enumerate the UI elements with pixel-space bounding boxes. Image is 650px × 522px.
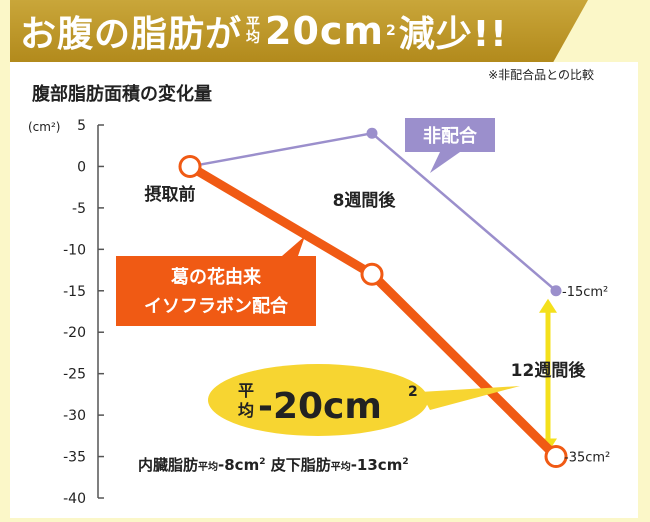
y-tick-label: -5 xyxy=(72,201,86,217)
breakdown-part: 平均 xyxy=(331,460,351,473)
breakdown-part: 内臓脂肪 xyxy=(138,456,198,474)
data-point-kudzu xyxy=(360,262,384,286)
data-point-non-formulated xyxy=(550,285,562,297)
chart-panel xyxy=(10,62,638,518)
breakdown-part: -13cm xyxy=(351,456,403,474)
data-point-kudzu xyxy=(178,154,202,178)
average-bubble-pointer xyxy=(420,386,520,410)
breakdown-part: -8cm xyxy=(218,456,259,474)
legend-label-kudzu-line1: 葛の花由来 xyxy=(170,266,262,288)
end-label-non-formulated: -15cm² xyxy=(562,285,608,300)
breakdown-part: 2 xyxy=(402,457,408,467)
y-tick-label: 0 xyxy=(77,159,86,175)
breakdown-part: 2 xyxy=(259,457,265,467)
x-label-12weeks: 12週間後 xyxy=(511,360,587,381)
headline-part1: お腹の脂肪が xyxy=(20,14,243,55)
y-tick-label: -35 xyxy=(63,450,86,466)
average-label-top: 平 xyxy=(238,381,254,400)
average-label-bottom: 均 xyxy=(238,401,254,420)
legend-callout-kudzu xyxy=(116,236,316,326)
y-tick-label: -20 xyxy=(63,325,86,341)
headline-part2: 減少!! xyxy=(398,14,508,55)
legend-label-kudzu-line2: イソフラボン配合 xyxy=(144,295,289,317)
y-tick-label: -10 xyxy=(63,242,86,258)
y-tick-label: -40 xyxy=(63,491,86,507)
end-label-kudzu: -35cm² xyxy=(564,451,610,466)
headline: お腹の脂肪が 平 均 20cm 2 減少!! xyxy=(20,6,508,56)
x-label-8weeks: 8週間後 xyxy=(333,190,397,211)
headline-value: 20cm xyxy=(265,9,385,53)
breakdown-part: 平均 xyxy=(198,460,218,473)
y-tick-label: -15 xyxy=(63,284,86,300)
y-tick-label: 5 xyxy=(77,118,86,134)
y-tick-label: -25 xyxy=(63,367,86,383)
y-axis-label: (cm²) xyxy=(28,120,60,134)
breakdown-text: 内臓脂肪平均-8cm2 皮下脂肪平均-13cm2 xyxy=(138,456,409,474)
average-sup: 2 xyxy=(408,384,418,400)
breakdown-part: 皮下脂肪 xyxy=(265,456,330,474)
headline-avg: 平 均 xyxy=(246,16,262,46)
headline-sup: 2 xyxy=(386,23,397,39)
legend-callout-non-formulated xyxy=(405,118,495,173)
chart-title: 腹部脂肪面積の変化量 xyxy=(32,84,212,105)
headline-banner xyxy=(10,0,588,62)
data-point-kudzu xyxy=(544,445,568,469)
average-value: -20cm xyxy=(258,386,382,427)
comparison-note: ※非配合品との比較 xyxy=(488,68,594,82)
y-tick-label: -30 xyxy=(63,408,86,424)
data-point-non-formulated xyxy=(366,127,378,139)
difference-arrow-head-up xyxy=(539,298,557,313)
legend-label-non-formulated: 非配合 xyxy=(423,125,478,147)
x-label-before: 摂取前 xyxy=(145,184,196,205)
average-bubble xyxy=(208,364,428,436)
